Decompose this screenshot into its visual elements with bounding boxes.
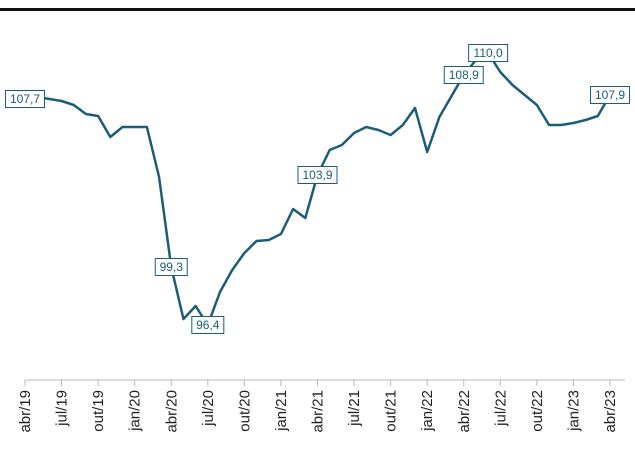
- data-label: 107,7: [5, 90, 45, 108]
- x-tick-label: abr/20: [163, 390, 180, 433]
- data-label: 99,3: [154, 258, 188, 276]
- top-rule: [0, 8, 635, 11]
- data-label-text: 107,9: [595, 88, 625, 102]
- data-label: 108,9: [443, 66, 484, 84]
- data-label-text: 96,4: [196, 318, 220, 332]
- data-label-text: 108,9: [449, 68, 479, 82]
- data-line: [24, 51, 612, 327]
- x-tick-label: abr/19: [17, 390, 34, 433]
- data-label-text: 103,9: [302, 168, 332, 182]
- data-label: 107,9: [590, 86, 630, 104]
- x-tick-label: out/22: [529, 390, 546, 432]
- x-tick-label: out/19: [90, 390, 107, 432]
- data-label: 110,0: [468, 44, 509, 62]
- data-label-box: [468, 44, 509, 62]
- data-label-box: [5, 90, 45, 108]
- x-tick-label: jan/23: [565, 390, 582, 432]
- x-tick-label: jul/19: [54, 390, 71, 427]
- x-tick-label: jan/21: [273, 390, 290, 432]
- data-label-box: [590, 86, 630, 104]
- x-tick-label: jan/22: [419, 390, 436, 432]
- data-label-text: 107,7: [10, 92, 40, 106]
- x-tick-label: jul/20: [200, 390, 217, 427]
- x-tick-label: out/21: [383, 390, 400, 432]
- data-label-box: [191, 316, 225, 334]
- x-tick-label: out/20: [236, 390, 253, 432]
- x-tick-label: jul/21: [346, 390, 363, 427]
- x-tick-label: abr/23: [602, 390, 619, 433]
- data-label-text: 110,0: [474, 46, 503, 60]
- data-label-text: 99,3: [160, 260, 184, 274]
- data-label: 103,9: [297, 166, 338, 184]
- x-tick-label: abr/21: [310, 390, 327, 433]
- data-label-box: [154, 258, 188, 276]
- x-tick-label: abr/22: [456, 390, 473, 433]
- x-tick-label: jul/22: [492, 390, 509, 427]
- data-label-box: [297, 166, 338, 184]
- data-label: 96,4: [191, 316, 225, 334]
- data-label-box: [443, 66, 484, 84]
- x-tick-label: jan/20: [127, 390, 144, 432]
